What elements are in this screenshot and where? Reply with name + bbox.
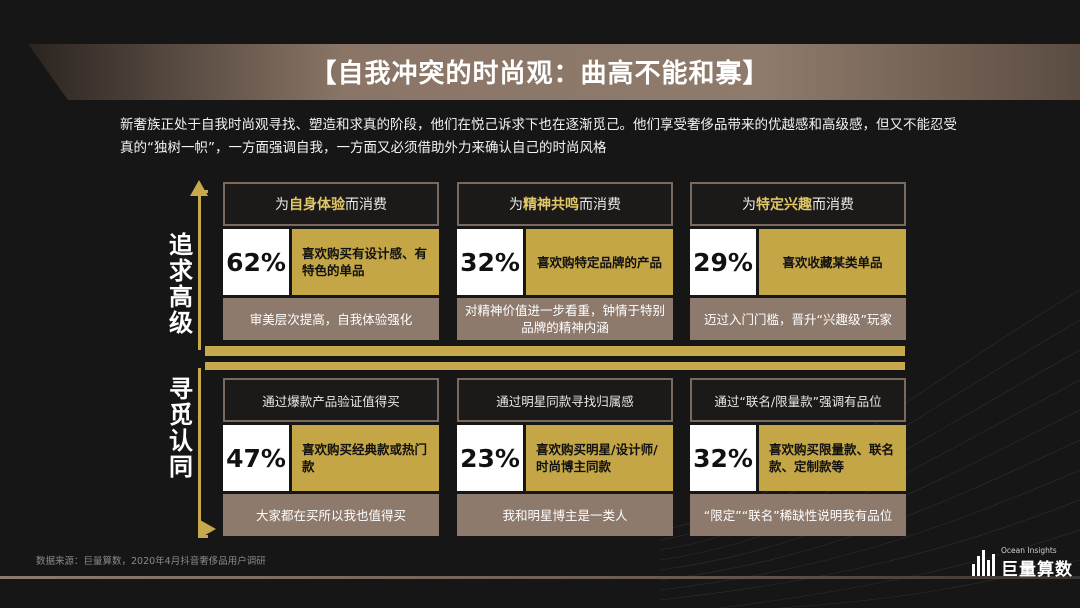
card-footer: 大家都在买所以我也值得买	[223, 494, 439, 536]
data-source-note: 数据来源：巨量算数，2020年4月抖音奢侈品用户调研	[36, 556, 266, 567]
card-header: 为特定兴趣 而消费	[690, 182, 906, 226]
card-header-highlight: 自身体验	[289, 197, 345, 213]
logo-chinese-text: 巨量算数	[1001, 560, 1073, 580]
percentage-value: 32%	[690, 425, 756, 491]
section-label-seek-recognition: 寻觅认同	[169, 375, 193, 481]
percentage-value: 29%	[690, 229, 756, 295]
arrow-up-icon	[190, 180, 208, 196]
percentage-value: 23%	[457, 425, 523, 491]
card-bestseller-validation: 通过爆款产品验证值得买 47% 喜欢购买经典款或热门款 大家都在买所以我也值得买	[223, 378, 439, 536]
bottom-bracket	[198, 368, 208, 538]
percentage-description: 喜欢购买有设计感、有特色的单品	[292, 229, 439, 295]
card-header-highlight: 精神共鸣	[523, 197, 579, 213]
card-footer: 迈过入门门槛，晋升“兴趣级”玩家	[690, 298, 906, 340]
divider-band-top	[205, 346, 905, 356]
card-footer: 审美层次提高，自我体验强化	[223, 298, 439, 340]
card-header: 为自身体验 而消费	[223, 182, 439, 226]
arrow-right-icon	[200, 520, 216, 538]
intro-paragraph: 新奢族正处于自我时尚观寻找、塑造和求真的阶段，他们在悦己诉求下也在逐渐觅己。他们…	[120, 114, 980, 160]
logo-english-text: Ocean Insights	[1001, 546, 1057, 555]
card-footer: 我和明星博主是一类人	[457, 494, 673, 536]
title-banner	[28, 44, 1080, 100]
percentage-description: 喜欢购买限量款、联名款、定制款等	[759, 425, 906, 491]
top-bracket	[198, 190, 208, 350]
card-header: 通过明星同款寻找归属感	[457, 378, 673, 422]
percentage-description: 喜欢购特定品牌的产品	[526, 229, 673, 295]
percentage-value: 47%	[223, 425, 289, 491]
percentage-description: 喜欢购买经典款或热门款	[292, 425, 439, 491]
intro-line-2: 真的“独树一帜”，一方面强调自我，一方面又必须借助外力来确认自己的时尚风格	[120, 140, 607, 156]
page-title: 【自我冲突的时尚观：曲高不能和寡】	[310, 59, 770, 89]
percentage-description: 喜欢购买明星/设计师/时尚博主同款	[526, 425, 673, 491]
section-label-pursue-premium: 追求高级	[169, 231, 193, 337]
card-header-highlight: 特定兴趣	[756, 197, 812, 213]
card-footer: “限定”“联名”稀缺性说明我有品位	[690, 494, 906, 536]
card-self-experience: 为自身体验 而消费 62% 喜欢购买有设计感、有特色的单品 审美层次提高，自我体验…	[223, 182, 439, 340]
ocean-insights-logo: Ocean Insights 巨量算数	[972, 546, 1073, 580]
card-celebrity-belonging: 通过明星同款寻找归属感 23% 喜欢购买明星/设计师/时尚博主同款 我和明星博主…	[457, 378, 673, 536]
percentage-value: 32%	[457, 229, 523, 295]
card-header: 为精神共鸣 而消费	[457, 182, 673, 226]
intro-line-1: 新奢族正处于自我时尚观寻找、塑造和求真的阶段，他们在悦己诉求下也在逐渐觅己。他们…	[120, 117, 957, 133]
bar-chart-logo-icon	[972, 550, 995, 576]
card-limited-edition-taste: 通过“联名/限量款”强调有品位 32% 喜欢购买限量款、联名款、定制款等 “限定…	[690, 378, 906, 536]
divider-band-bottom	[205, 362, 905, 370]
card-footer: 对精神价值进一步看重，钟情于特别品牌的精神内涵	[457, 298, 673, 340]
card-spiritual-resonance: 为精神共鸣 而消费 32% 喜欢购特定品牌的产品 对精神价值进一步看重，钟情于特别…	[457, 182, 673, 340]
percentage-value: 62%	[223, 229, 289, 295]
percentage-description: 喜欢收藏某类单品	[759, 229, 906, 295]
footer-divider	[0, 576, 1080, 579]
card-header: 通过“联名/限量款”强调有品位	[690, 378, 906, 422]
card-header: 通过爆款产品验证值得买	[223, 378, 439, 422]
card-specific-interest: 为特定兴趣 而消费 29% 喜欢收藏某类单品 迈过入门门槛，晋升“兴趣级”玩家	[690, 182, 906, 340]
